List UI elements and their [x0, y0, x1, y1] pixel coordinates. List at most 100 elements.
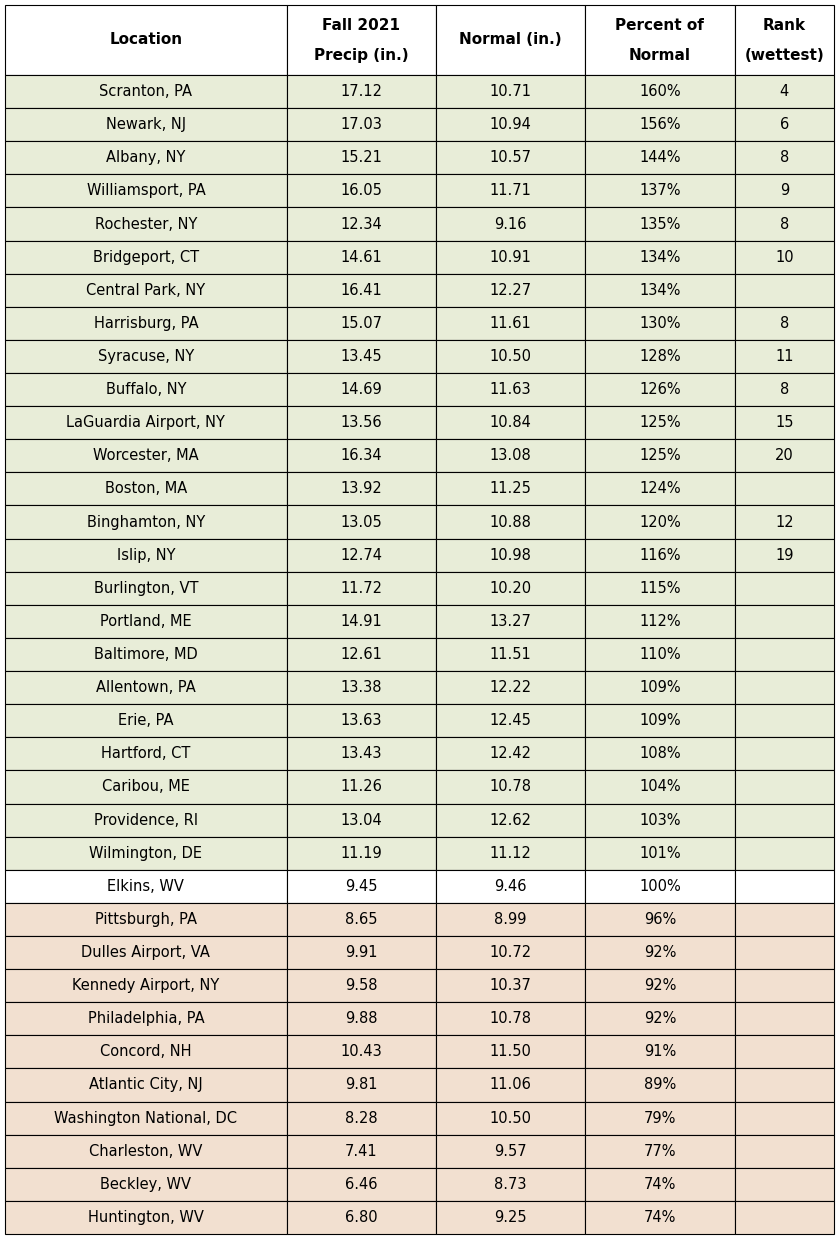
Bar [586, 307, 734, 339]
Bar [436, 836, 586, 870]
Bar [586, 472, 734, 506]
Text: 13.05: 13.05 [341, 514, 383, 529]
Bar [436, 1002, 586, 1036]
Bar [436, 440, 586, 472]
Text: Beckley, WV: Beckley, WV [101, 1177, 191, 1192]
Bar [734, 175, 834, 207]
Bar [734, 605, 834, 638]
Bar [586, 704, 734, 737]
Text: 96%: 96% [644, 912, 676, 927]
Text: 9.88: 9.88 [345, 1011, 378, 1026]
Bar [5, 76, 287, 108]
Bar [734, 836, 834, 870]
Text: 6: 6 [779, 118, 789, 133]
Text: 15.21: 15.21 [341, 150, 383, 165]
Text: 10.72: 10.72 [490, 945, 532, 960]
Bar [586, 605, 734, 638]
Text: 100%: 100% [639, 878, 680, 893]
Text: 13.08: 13.08 [490, 449, 532, 463]
Bar [287, 1168, 436, 1201]
Text: 10.43: 10.43 [341, 1044, 383, 1059]
Text: 9.58: 9.58 [345, 978, 378, 994]
Text: Scranton, PA: Scranton, PA [100, 84, 192, 99]
Text: Elkins, WV: Elkins, WV [107, 878, 185, 893]
Bar [586, 1002, 734, 1036]
Text: 17.12: 17.12 [341, 84, 383, 99]
Text: 14.69: 14.69 [341, 382, 383, 396]
Bar [287, 969, 436, 1002]
Bar [5, 506, 287, 539]
Text: Fall 2021: Fall 2021 [322, 19, 400, 33]
Bar [586, 836, 734, 870]
Bar [734, 108, 834, 141]
Text: 11.51: 11.51 [490, 647, 532, 662]
Text: 9.45: 9.45 [345, 878, 378, 893]
Text: 12.27: 12.27 [490, 282, 532, 297]
Bar [734, 472, 834, 506]
Text: 12.22: 12.22 [490, 680, 532, 695]
Bar [734, 76, 834, 108]
Bar [586, 1068, 734, 1101]
Bar [586, 5, 734, 76]
Bar [586, 969, 734, 1002]
Text: 11.72: 11.72 [341, 581, 383, 596]
Bar [436, 1135, 586, 1168]
Text: 12.61: 12.61 [341, 647, 383, 662]
Text: Concord, NH: Concord, NH [100, 1044, 191, 1059]
Text: 9.46: 9.46 [494, 878, 527, 893]
Text: 9.16: 9.16 [494, 217, 527, 232]
Bar [734, 1101, 834, 1135]
Text: 13.92: 13.92 [341, 482, 383, 497]
Bar [436, 804, 586, 836]
Text: 92%: 92% [644, 978, 676, 994]
Bar [5, 240, 287, 274]
Text: 104%: 104% [639, 779, 680, 794]
Bar [734, 373, 834, 406]
Text: 10.78: 10.78 [490, 1011, 532, 1026]
Bar [734, 506, 834, 539]
Text: 134%: 134% [639, 282, 680, 297]
Bar [436, 1036, 586, 1068]
Text: 8: 8 [779, 217, 789, 232]
Bar [287, 571, 436, 605]
Text: Bridgeport, CT: Bridgeport, CT [93, 249, 199, 265]
Bar [734, 804, 834, 836]
Text: 4: 4 [779, 84, 789, 99]
Bar [5, 472, 287, 506]
Text: 137%: 137% [639, 183, 680, 198]
Text: 13.56: 13.56 [341, 415, 383, 430]
Bar [287, 406, 436, 440]
Bar [436, 240, 586, 274]
Text: 13.38: 13.38 [341, 680, 383, 695]
Text: 7.41: 7.41 [345, 1144, 378, 1158]
Text: 8.73: 8.73 [494, 1177, 527, 1192]
Text: 74%: 74% [644, 1211, 676, 1225]
Text: 17.03: 17.03 [341, 118, 383, 133]
Bar [586, 440, 734, 472]
Text: 16.05: 16.05 [341, 183, 383, 198]
Text: 10.91: 10.91 [490, 249, 532, 265]
Bar [586, 240, 734, 274]
Bar [734, 406, 834, 440]
Bar [586, 870, 734, 903]
Text: 6.46: 6.46 [345, 1177, 378, 1192]
Bar [734, 207, 834, 240]
Text: Worcester, MA: Worcester, MA [93, 449, 199, 463]
Bar [586, 638, 734, 672]
Bar [436, 605, 586, 638]
Bar [5, 1135, 287, 1168]
Bar [436, 373, 586, 406]
Bar [287, 274, 436, 307]
Bar [734, 307, 834, 339]
Bar [436, 76, 586, 108]
Bar [436, 903, 586, 935]
Bar [586, 935, 734, 969]
Text: 74%: 74% [644, 1177, 676, 1192]
Text: 10.88: 10.88 [490, 514, 532, 529]
Bar [436, 207, 586, 240]
Bar [734, 571, 834, 605]
Bar [586, 903, 734, 935]
Text: Caribou, ME: Caribou, ME [102, 779, 190, 794]
Bar [436, 339, 586, 373]
Bar [436, 638, 586, 672]
